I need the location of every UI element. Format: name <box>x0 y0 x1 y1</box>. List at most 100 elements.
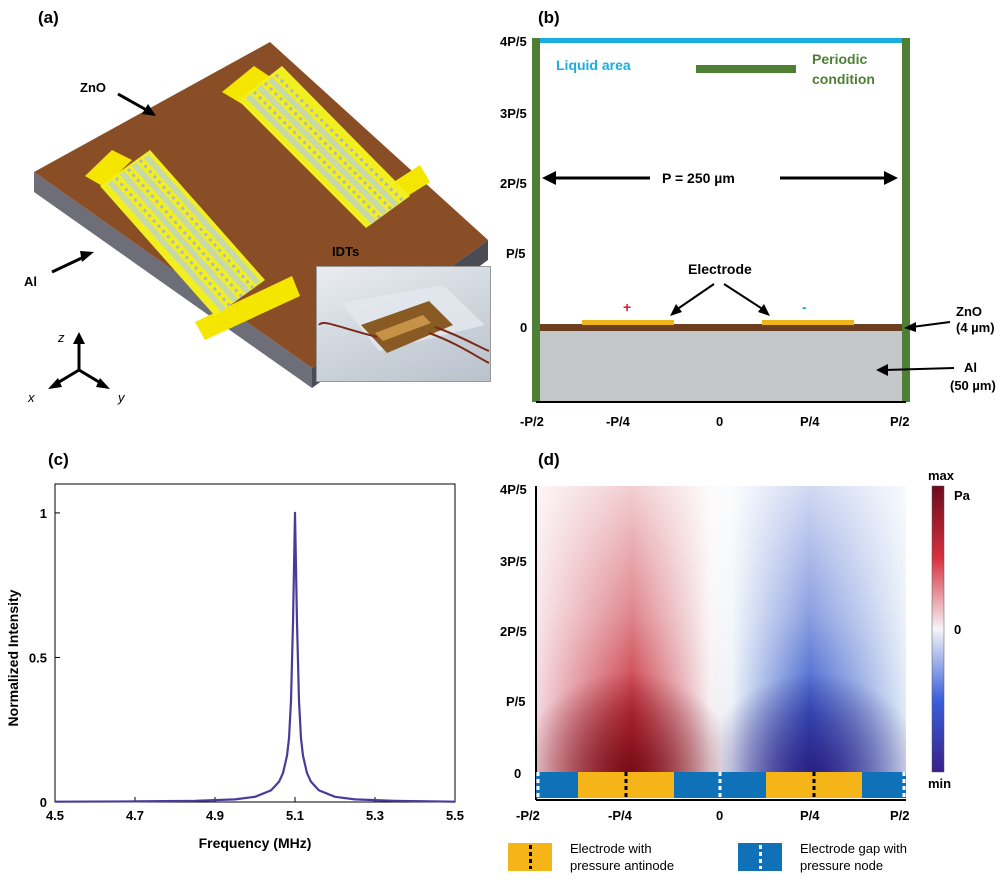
colorbar-unit: Pa <box>954 488 971 503</box>
photo-wire-1 <box>318 321 378 338</box>
right-idt-finger-lines <box>245 76 399 225</box>
b-ytick-0: 0 <box>520 320 527 335</box>
zno-layer <box>536 324 906 331</box>
b-zno-label-1: ZnO <box>956 304 982 319</box>
electrode-arrowhead-left <box>670 304 682 316</box>
period-arrowhead-right <box>884 171 898 185</box>
idts-label: IDTs <box>332 244 359 259</box>
panel-a-label: (a) <box>38 8 59 27</box>
b-ytick-4p5: 4P/5 <box>500 34 527 49</box>
legend-gap-swatch <box>738 843 782 871</box>
al-arrowhead <box>80 251 94 262</box>
electrode-legend: Electrode with pressure antinode Electro… <box>508 840 988 880</box>
b-zno-arrow <box>911 321 951 328</box>
zno-arrowhead <box>142 104 156 116</box>
x-tick-label-4: 5.3 <box>366 808 384 823</box>
left-idt-pad <box>195 276 300 340</box>
left-idt-busbar <box>85 150 132 187</box>
d-ytick-2p5: 2P/5 <box>500 624 527 639</box>
liquid-boundary <box>536 38 906 43</box>
chart-x-axis-title: Frequency (MHz) <box>199 835 312 851</box>
left-idt <box>85 150 300 340</box>
b-xtick-0: 0 <box>716 414 723 429</box>
legend-gap: Electrode gap with pressure node <box>738 840 907 874</box>
photo-wire-3 <box>434 326 490 352</box>
x-tick-label-2: 4.9 <box>206 808 224 823</box>
b-xtick-m2: -P/2 <box>520 414 544 429</box>
al-substrate <box>536 330 906 402</box>
b-ytick-2p5: 2P/5 <box>500 176 527 191</box>
axis-y-label: y <box>117 390 126 405</box>
right-idt-busbar <box>222 66 272 104</box>
b-al-arrowhead <box>876 364 888 376</box>
d-xtick-0: 0 <box>716 808 723 823</box>
electrode-arrowhead-right <box>758 304 770 316</box>
device-photo-drawing <box>318 285 490 364</box>
electrode-label: Electrode <box>688 261 752 277</box>
periodic-left <box>532 38 540 402</box>
b-al-label-1: Al <box>964 360 977 375</box>
y-tick-label-2: 1 <box>40 506 47 521</box>
pressure-field-map: 4P/5 3P/5 2P/5 P/5 0 -P/2 -P/4 0 P/4 P/2… <box>500 470 971 823</box>
b-xtick-m4: -P/4 <box>606 414 631 429</box>
zno-arrow <box>117 92 151 114</box>
legend-electrode-text: Electrode with pressure antinode <box>570 841 675 873</box>
chart-y-axis-title: Normalized Intensity <box>5 589 21 726</box>
d-xtick-p4: P/4 <box>800 808 820 823</box>
photo-wire-2 <box>428 332 490 364</box>
panel-c-label: (c) <box>48 450 69 469</box>
simulation-geometry: 4P/5 3P/5 2P/5 P/5 0 + - Liquid area Per… <box>500 34 996 429</box>
plate-left-side <box>34 172 312 388</box>
strip-gap-3 <box>862 772 906 798</box>
b-xtick-p2: P/2 <box>890 414 910 429</box>
axis-z-label: z <box>57 330 65 345</box>
legend-electrode-swatch <box>508 843 552 871</box>
strip-gap-1 <box>536 772 578 798</box>
x-tick-label-0: 4.5 <box>46 808 64 823</box>
periodic-right <box>902 38 910 402</box>
b-ytick-p5: P/5 <box>506 246 526 261</box>
electrode-negative <box>762 320 854 325</box>
left-idt-finger-lines <box>107 154 261 312</box>
d-xtick-m4: -P/4 <box>608 808 633 823</box>
heatmap-antinode-left <box>536 606 721 772</box>
right-idt <box>222 66 430 228</box>
plot-frame <box>54 483 456 803</box>
photo-device-strip <box>375 315 431 341</box>
b-ytick-3p5: 3P/5 <box>500 106 527 121</box>
electrode-arrow-left <box>675 283 715 311</box>
device-photo <box>316 266 491 382</box>
heatmap-antinode-right <box>721 606 906 772</box>
series-line-0 <box>54 511 456 803</box>
panel-d-label: (d) <box>538 450 560 469</box>
zno-label: ZnO <box>80 80 106 95</box>
b-al-label-2: (50 µm) <box>950 378 996 393</box>
panel-b-label: (b) <box>538 8 560 27</box>
colorbar-max: max <box>928 470 955 483</box>
d-ytick-3p5: 3P/5 <box>500 554 527 569</box>
axis-x-label: x <box>27 390 35 405</box>
y-tick-label-0: 0 <box>40 795 47 810</box>
left-idt-particles <box>114 159 255 307</box>
legend-electrode: Electrode with pressure antinode <box>508 840 674 874</box>
period-label: P = 250 µm <box>662 170 735 186</box>
legend-gap-text: Electrode gap with pressure node <box>800 841 907 873</box>
al-label: Al <box>24 274 37 289</box>
b-al-arrow <box>883 367 955 371</box>
frequency-response-chart: 4.5 4.7 4.9 5.1 5.3 5.500.51 Frequency (MHz) … <box>5 483 464 851</box>
y-tick-label-1: 0.5 <box>29 650 47 665</box>
electrode-positive <box>582 320 674 325</box>
x-tick-label-1: 4.7 <box>126 808 144 823</box>
colorbar-zero: 0 <box>954 622 961 637</box>
period-arrowhead-left <box>542 171 556 185</box>
x-tick-label-5: 5.5 <box>446 808 464 823</box>
b-xtick-p4: P/4 <box>800 414 820 429</box>
liquid-area-label: Liquid area <box>556 57 631 73</box>
b-zno-label-2: (4 µm) <box>956 320 995 335</box>
al-arrow <box>51 254 87 274</box>
chart-c-layer: 4.5 4.7 4.9 5.1 5.3 5.5 0 0.5 1 <box>29 483 464 823</box>
d-ytick-p5: P/5 <box>506 694 526 709</box>
periodic-legend-bar <box>696 65 796 73</box>
x-tick-label-3: 5.1 <box>286 808 304 823</box>
axes-triad <box>48 332 110 389</box>
